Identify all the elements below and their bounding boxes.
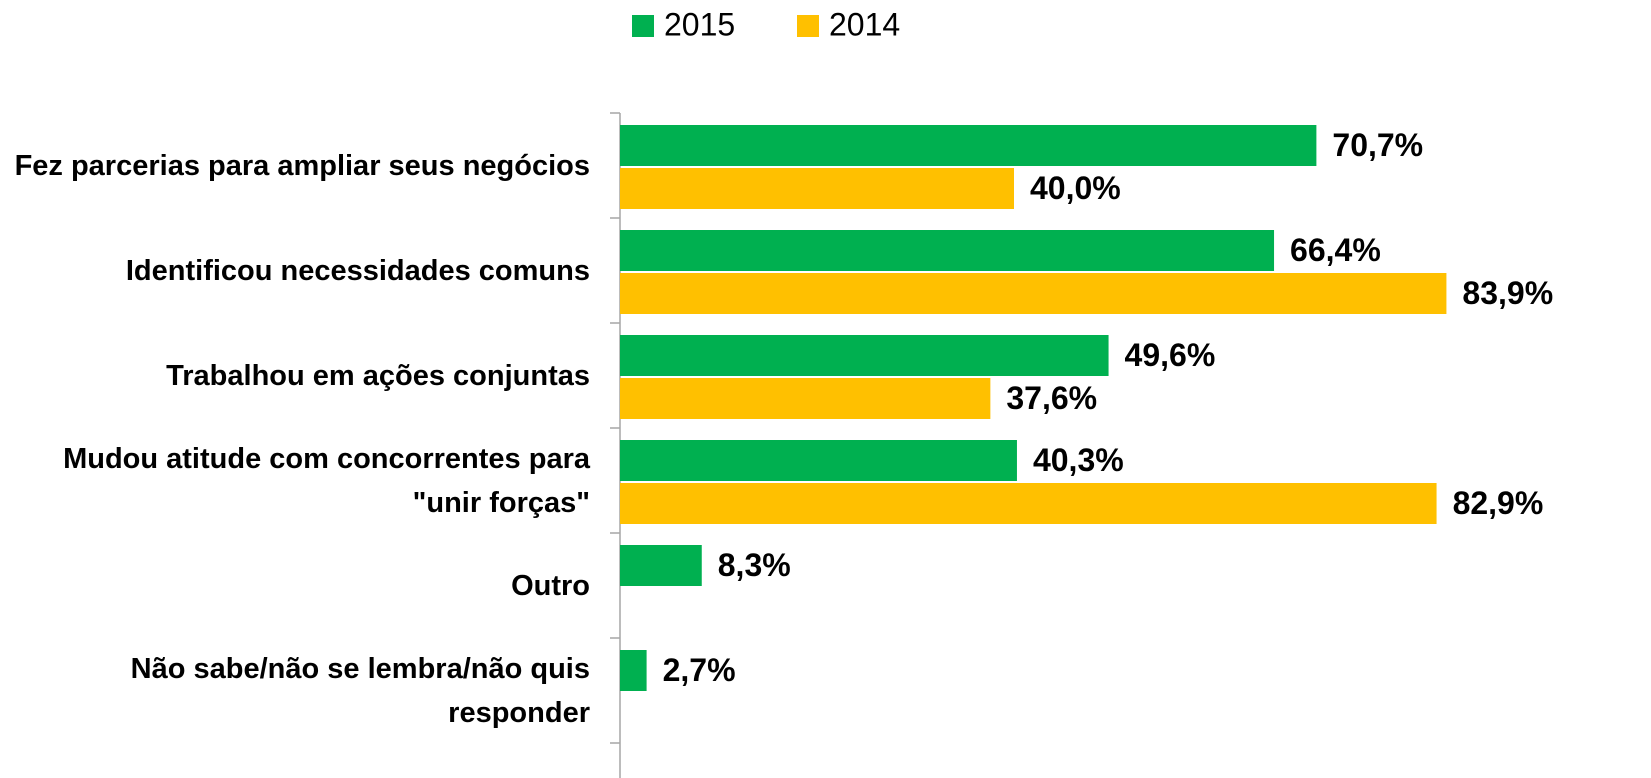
legend-label: 2014 [829, 6, 900, 42]
data-label: 40,3% [1033, 442, 1124, 478]
data-label: 70,7% [1332, 127, 1423, 163]
category-label: Mudou atitude com concorrentes para "uni… [63, 442, 590, 519]
category-label: Outro [511, 569, 590, 602]
category-label: Trabalhou em ações conjuntas [166, 359, 590, 392]
data-label: 49,6% [1125, 337, 1216, 373]
bar [620, 378, 991, 419]
bar [620, 273, 1447, 314]
data-label: 37,6% [1006, 380, 1097, 416]
bar [620, 125, 1317, 166]
data-label: 40,0% [1030, 170, 1121, 206]
bar [620, 650, 647, 691]
legend-swatch [797, 15, 819, 37]
bar [620, 483, 1437, 524]
data-label: 66,4% [1290, 232, 1381, 268]
category-label: Não sabe/não se lembra/não quis responde… [130, 652, 590, 729]
legend-label: 2015 [664, 6, 735, 42]
bar [620, 168, 1014, 209]
data-label: 82,9% [1453, 485, 1544, 521]
bar [620, 335, 1109, 376]
data-label: 2,7% [663, 652, 736, 688]
bar [620, 545, 702, 586]
data-label: 83,9% [1462, 275, 1553, 311]
category-label: Identificou necessidades comuns [125, 254, 590, 287]
bar [620, 230, 1275, 271]
legend-swatch [632, 15, 654, 37]
bar [620, 440, 1017, 481]
category-label: Fez parcerias para ampliar seus negócios [14, 149, 590, 182]
data-label: 8,3% [718, 547, 791, 583]
